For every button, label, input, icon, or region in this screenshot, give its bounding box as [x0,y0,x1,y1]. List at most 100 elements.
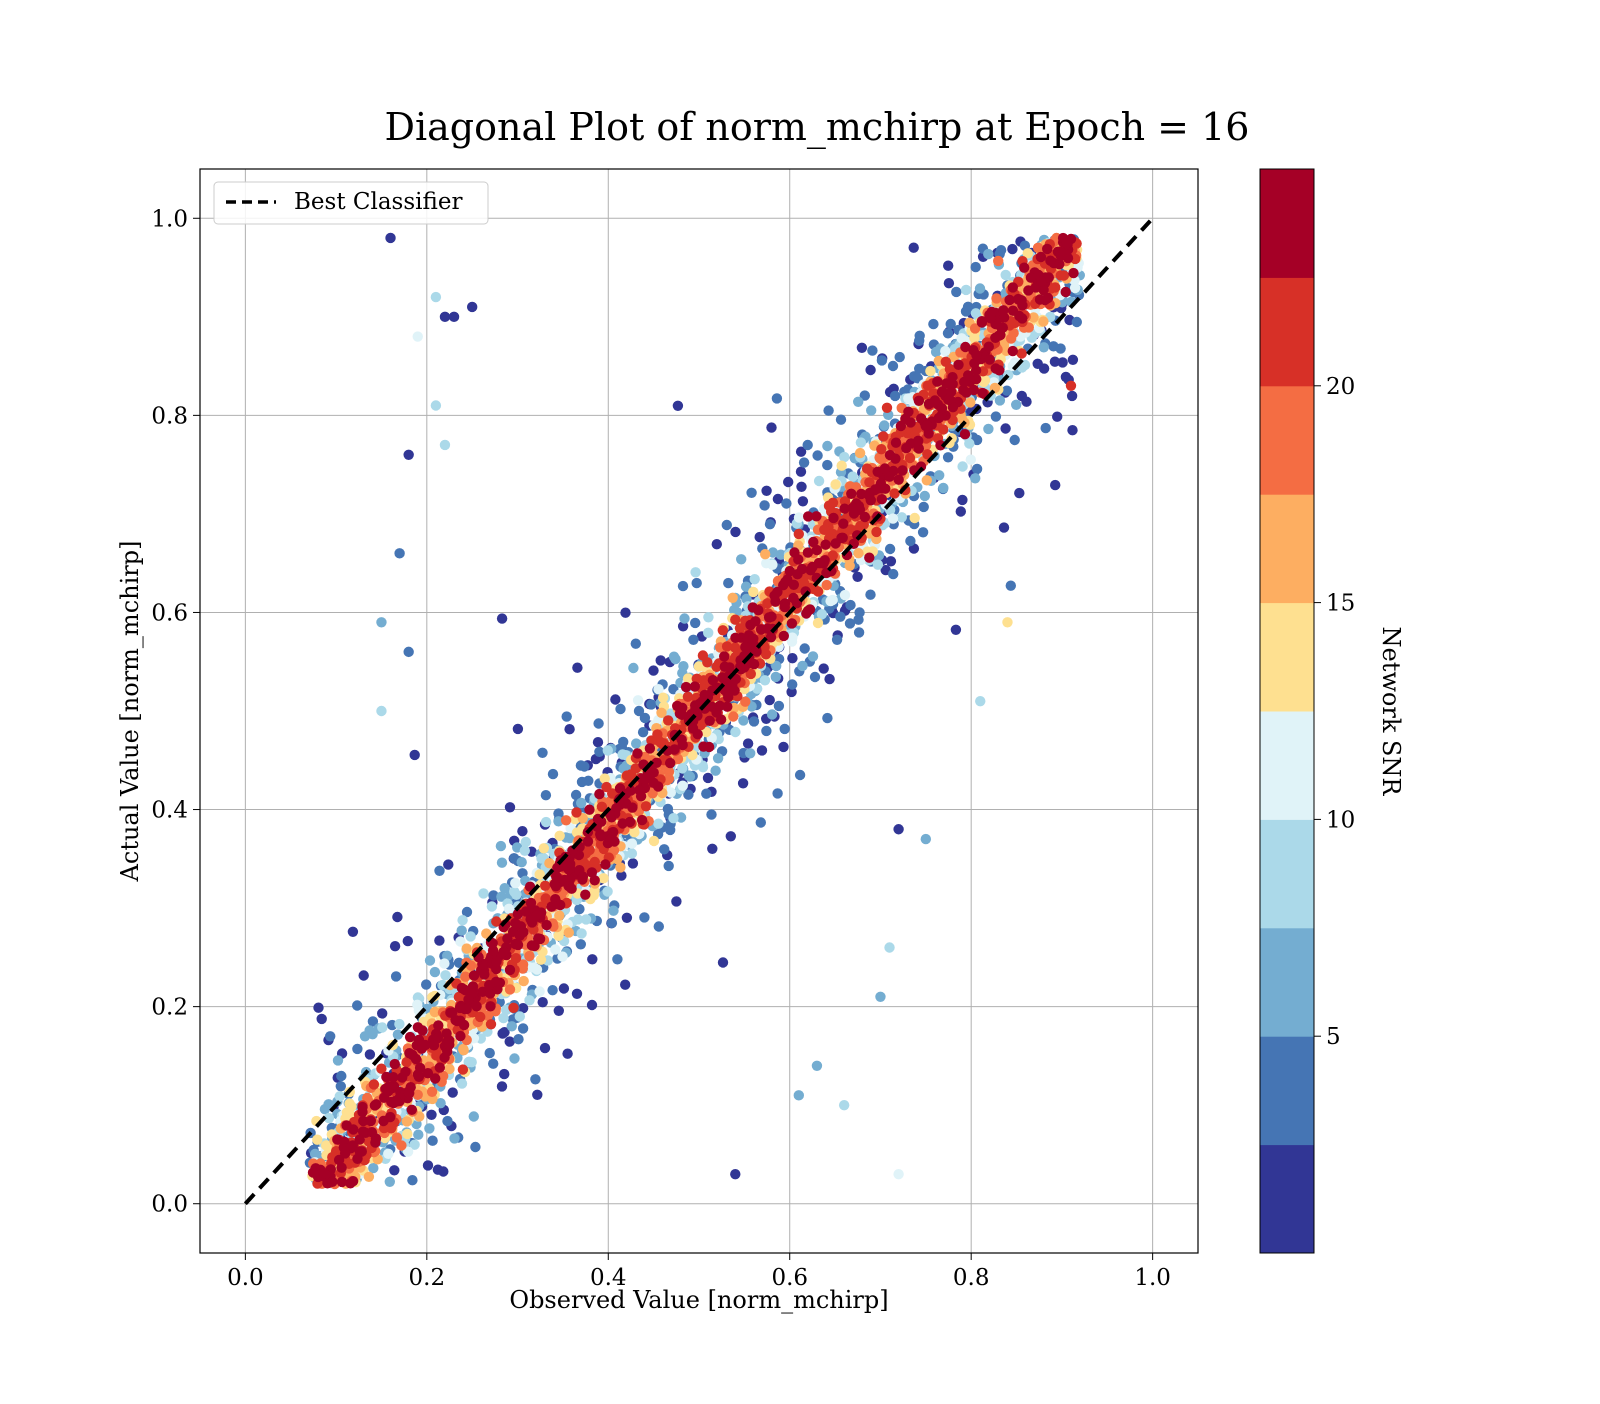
scatter-point [515,1011,525,1021]
scatter-point [369,1079,379,1089]
scatter-point [572,989,582,999]
scatter-point [587,954,597,964]
scatter-point [497,1081,507,1091]
scatter-point [1039,342,1049,352]
scatter-point [1055,343,1065,353]
scatter-point [377,1008,387,1018]
scatter-point [325,1031,335,1041]
scatter-point [457,1078,467,1088]
scatter-point [878,431,888,441]
scatter-point [610,694,620,704]
scatter-point [348,927,358,937]
scatter-point [840,590,850,600]
scatter-point [848,471,858,481]
scatter-point [919,502,929,512]
scatter-point [508,1003,518,1013]
scatter-point [703,773,713,783]
scatter-point [469,1111,479,1121]
scatter-point [394,1019,404,1029]
scatter-point [584,805,594,815]
scatter-point [1019,263,1029,273]
scatter-point [728,711,738,721]
scatter-point [507,1021,517,1031]
scatter-point [792,569,802,579]
scatter-point [594,789,604,799]
scatter-point [475,1012,485,1022]
scatter-point [513,724,523,734]
scatter-point [417,1025,427,1035]
scatter-point [352,1044,362,1054]
scatter-point [961,306,971,316]
scatter-point [622,913,632,923]
scatter-point [649,836,659,846]
scatter-point [1041,423,1051,433]
scatter-point [938,483,948,493]
scatter-point [1000,423,1010,433]
scatter-point [465,931,475,941]
scatter-point [886,556,896,566]
scatter-point [803,440,813,450]
scatter-point [536,955,546,965]
scatter-point [913,436,923,446]
scatter-point [561,815,571,825]
scatter-point [761,649,771,659]
scatter-point [1007,244,1017,254]
scatter-point [718,957,728,967]
scatter-point [745,748,755,758]
scatter-point [838,519,848,529]
scatter-point [593,718,603,728]
scatter-point [780,602,790,612]
scatter-point [400,1067,410,1077]
scatter-point [819,663,829,673]
scatter-point [771,672,781,682]
scatter-point [845,600,855,610]
scatter-point [678,661,688,671]
scatter-point [426,1110,436,1120]
scatter-point [510,918,520,928]
scatter-point [1021,397,1031,407]
scatter-point [781,498,791,508]
scatter-point [860,512,870,522]
scatter-point [922,475,932,485]
scatter-point [822,460,832,470]
scatter-point [443,859,453,869]
scatter-point [370,1137,380,1147]
scatter-point [692,578,702,588]
scatter-point [905,453,915,463]
scatter-point [880,484,890,494]
scatter-point [835,612,845,622]
scatter-point [925,366,935,376]
scatter-point [478,888,488,898]
scatter-point [853,397,863,407]
scatter-point [707,844,717,854]
scatter-point [961,285,971,295]
scatter-point [652,729,662,739]
scatter-point [779,631,789,641]
scatter-point [485,1001,495,1011]
scatter-point [905,536,915,546]
scatter-point [438,1166,448,1176]
scatter-point [953,360,963,370]
scatter-point [996,245,1006,255]
scatter-point [455,1031,465,1041]
scatter-point [977,316,987,326]
scatter-point [822,580,832,590]
scatter-point [854,627,864,637]
scatter-point [641,801,651,811]
scatter-point [846,489,856,499]
scatter-point [787,679,797,689]
scatter-point [876,444,886,454]
scatter-point [366,1116,376,1126]
scatter-point [824,674,834,684]
scatter-point [548,769,558,779]
scatter-point [405,1032,415,1042]
scatter-point [470,1142,480,1152]
scatter-point [513,1034,523,1044]
scatter-point [559,983,569,993]
scatter-point [716,714,726,724]
scatter-point [377,1022,387,1032]
scatter-point [383,1149,393,1159]
scatter-point [572,663,582,673]
scatter-point [830,479,840,489]
